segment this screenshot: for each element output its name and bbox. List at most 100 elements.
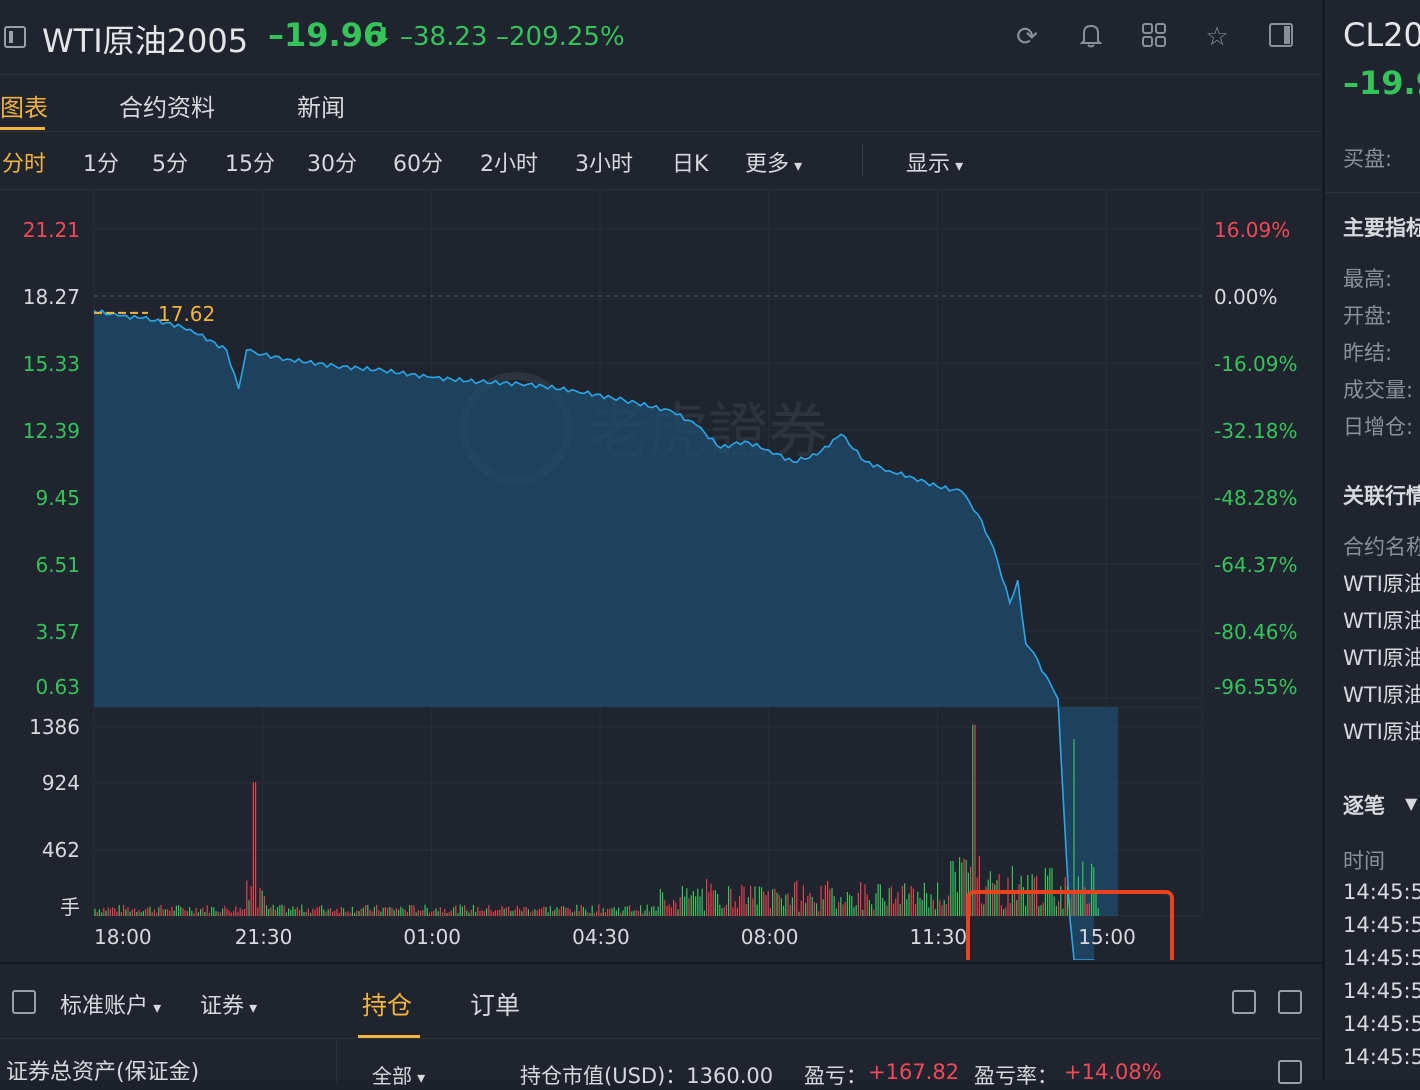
related-item[interactable]: WTI原油: [1343, 646, 1420, 670]
ticks-title[interactable]: 逐笔: [1343, 794, 1385, 818]
sidebar-toggle-icon[interactable]: [4, 26, 26, 48]
quote-header: WTI原油2005 –19.96 ⬇ –38.23 –209.25% ⟳ ☆: [0, 0, 1322, 75]
tick-time: 14:45:58: [1343, 880, 1420, 904]
highlight-box: [966, 890, 1174, 960]
positions-tab-indicator: [358, 1035, 420, 1038]
field-volume: 成交量:: [1343, 378, 1414, 402]
volume-unit-label: 手: [60, 895, 80, 919]
volume-tick-label: 924: [42, 771, 80, 795]
grid-icon[interactable]: [1137, 20, 1171, 54]
interval-60m[interactable]: 60分: [393, 152, 443, 177]
tab-active-indicator: [0, 127, 45, 130]
bottom-divider: [336, 1040, 337, 1082]
tick-time: 14:45:53: [1343, 1045, 1420, 1069]
view-tabs: 图表 合约资料 新闻: [0, 74, 1322, 132]
interval-intraday[interactable]: 分时: [2, 152, 47, 177]
interval-1m[interactable]: 1分: [83, 152, 119, 177]
price-tick-label: 6.51: [35, 553, 80, 577]
pct-tick-label: -48.28%: [1214, 486, 1297, 510]
open-price-label: 17.62: [158, 302, 215, 326]
related-item[interactable]: WTI原油: [1343, 609, 1420, 633]
pct-tick-label: -32.18%: [1214, 419, 1297, 443]
volume-tick-label: 1386: [29, 715, 80, 739]
field-open: 开盘:: [1343, 304, 1393, 328]
time-tick-label: 08:00: [741, 925, 799, 949]
interval-divider: [862, 144, 863, 176]
time-tick-label: 04:30: [572, 925, 630, 949]
interval-5m[interactable]: 5分: [152, 152, 188, 177]
pnl-rate-value: +14.08%: [1064, 1060, 1162, 1084]
panel-splitter[interactable]: [1322, 0, 1325, 1080]
pnl-value: +167.82: [868, 1060, 960, 1084]
panel-toggle-icon[interactable]: [12, 990, 36, 1014]
account-panel: 标准账户 证券 持仓 订单 证券总资产(保证金) 全部 持仓市值(USD)：13…: [0, 962, 1322, 1088]
related-item[interactable]: WTI原油: [1343, 683, 1420, 707]
price-tick-label: 9.45: [35, 486, 80, 510]
display-dropdown[interactable]: 显示: [906, 146, 963, 178]
pnl-rate-label: 盈亏率：: [974, 1064, 1058, 1088]
last-price: –19.96: [268, 16, 386, 54]
bell-icon[interactable]: [1074, 20, 1108, 54]
price-change-pct: –209.25%: [496, 22, 625, 52]
interval-3h[interactable]: 3小时: [575, 152, 633, 177]
volume-tick-label: 462: [42, 838, 80, 862]
price-tick-label: 21.21: [23, 218, 80, 242]
quote-detail-panel: CL20 –19.9 买盘: 主要指标 最高: 开盘: 昨结: 成交量: 日增仓…: [1325, 0, 1420, 1080]
pct-tick-label: -16.09%: [1214, 352, 1297, 376]
related-header: 合约名称: [1343, 535, 1420, 559]
related-item[interactable]: WTI原油: [1343, 572, 1420, 596]
price-area: [94, 310, 1095, 960]
star-icon[interactable]: ☆: [1205, 22, 1229, 52]
pct-tick-label: -80.46%: [1214, 620, 1297, 644]
interval-bar: 分时 1分 5分 15分 30分 60分 2小时 3小时 日K 更多 显示: [0, 132, 1322, 190]
tick-time: 14:45:53: [1343, 979, 1420, 1003]
ticks-dropdown-icon[interactable]: ▼: [1405, 794, 1418, 813]
interval-30m[interactable]: 30分: [307, 152, 357, 177]
price-tick-label: 12.39: [23, 419, 80, 443]
price-change: –38.23: [400, 22, 488, 52]
minimize-panel-icon[interactable]: [1278, 990, 1302, 1014]
export-icon[interactable]: [1278, 1060, 1302, 1084]
interval-daily[interactable]: 日K: [672, 152, 709, 177]
price-line: [93, 309, 1095, 960]
field-high: 最高:: [1343, 267, 1393, 291]
instrument-title: WTI原油2005: [42, 22, 249, 60]
pct-tick-label: -96.55%: [1214, 675, 1297, 699]
bid-label: 买盘:: [1343, 147, 1393, 171]
interval-15m[interactable]: 15分: [225, 152, 275, 177]
interval-2h[interactable]: 2小时: [480, 152, 538, 177]
contract-code: CL20: [1343, 16, 1420, 54]
account-selector[interactable]: 标准账户: [60, 988, 161, 1020]
tab-orders[interactable]: 订单: [470, 991, 521, 1020]
time-header: 时间: [1343, 849, 1385, 873]
filter-dropdown[interactable]: 全部: [372, 1060, 425, 1089]
layout-toggle-icon[interactable]: [1264, 20, 1298, 54]
refresh-icon[interactable]: ⟳: [1016, 22, 1038, 52]
pnl-label: 盈亏：: [804, 1064, 867, 1088]
more-intervals-dropdown[interactable]: 更多: [745, 146, 802, 178]
tab-positions[interactable]: 持仓: [362, 991, 413, 1020]
tick-time: 14:45:56: [1343, 913, 1420, 937]
price-tick-label: 0.63: [35, 675, 80, 699]
pct-tick-label: -64.37%: [1214, 553, 1297, 577]
asset-type-selector[interactable]: 证券: [200, 988, 257, 1020]
main-indicators-title: 主要指标: [1343, 216, 1420, 240]
pct-tick-label: 16.09%: [1214, 218, 1290, 242]
time-tick-label: 11:30: [910, 925, 968, 949]
tab-chart[interactable]: 图表: [0, 94, 48, 122]
price-tick-label: 15.33: [23, 352, 80, 376]
tick-time: 14:45:53: [1343, 1012, 1420, 1036]
market-value: 持仓市值(USD)：1360.00: [520, 1064, 774, 1088]
tab-news[interactable]: 新闻: [297, 94, 345, 122]
price-tick-label: 18.27: [23, 285, 80, 309]
tick-time: 14:45:53: [1343, 946, 1420, 970]
time-tick-label: 01:00: [403, 925, 461, 949]
related-item[interactable]: WTI原油: [1343, 720, 1420, 744]
float-window-icon[interactable]: [1232, 990, 1256, 1014]
chart-canvas: 老虎證券21.2118.2715.3312.399.456.513.570.63…: [23, 190, 1297, 960]
related-title: 关联行情: [1343, 484, 1420, 508]
tab-contract-info[interactable]: 合约资料: [119, 94, 215, 122]
price-chart[interactable]: 老虎證券 21.21 18.27 15.33 12.39 9.45 6.51 3.57 0.63…: [0, 190, 1322, 960]
time-tick-label: 15:00: [1078, 925, 1136, 949]
down-arrow-icon: ⬇: [374, 24, 393, 49]
